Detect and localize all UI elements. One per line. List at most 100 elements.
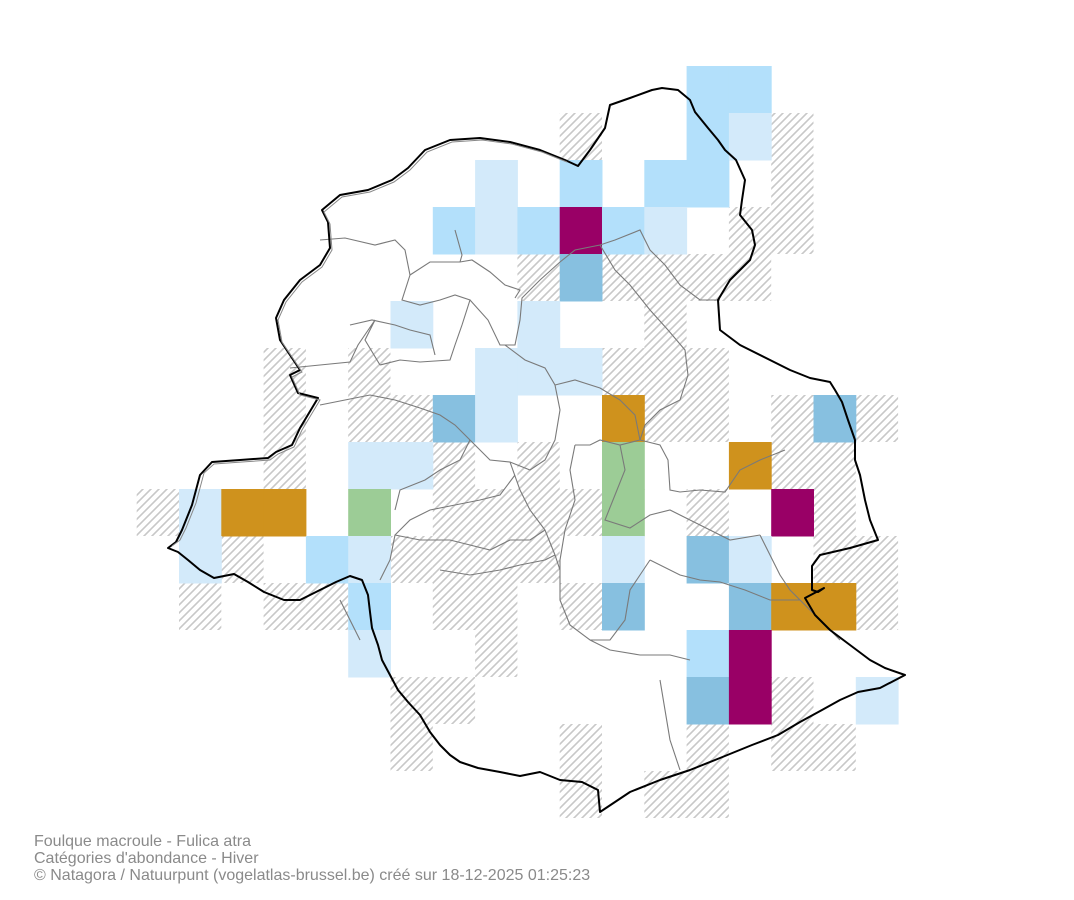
- hatched-cell: [771, 207, 814, 254]
- municipality-line: [379, 474, 516, 581]
- abundance-cell-pale-blue: [517, 301, 561, 349]
- hatched-cell: [813, 489, 856, 536]
- map-caption: Foulque macroule - Fulica atra Catégorie…: [34, 833, 590, 884]
- abundance-cell-pale-blue: [644, 207, 688, 255]
- hatched-cell: [559, 113, 602, 160]
- caption-copyright: © Natagora / Natuurpunt (vogelatlas-brus…: [34, 867, 591, 884]
- municipality-line: [649, 559, 800, 601]
- abundance-cell-light-blue: [728, 66, 772, 114]
- hatched-cell: [813, 442, 856, 489]
- abundance-cell-pale-blue: [390, 442, 434, 490]
- abundance-cell-pale-blue: [475, 348, 518, 396]
- municipality-line: [469, 344, 561, 471]
- abundance-cell-magenta: [728, 630, 772, 678]
- abundance-cell-mid-blue: [432, 395, 476, 443]
- abundance-cell-mid-blue: [728, 583, 772, 631]
- hatched-cell: [475, 536, 518, 583]
- hatched-cell: [855, 395, 899, 442]
- abundance-cell-pale-blue: [475, 395, 518, 443]
- hatched-cell: [644, 301, 687, 348]
- hatched-cell: [348, 348, 391, 395]
- hatched-cell: [305, 583, 349, 630]
- abundance-cell-light-blue: [686, 113, 730, 161]
- hatched-cell: [136, 489, 179, 536]
- abundance-cell-orange: [728, 442, 772, 490]
- abundance-cell-mid-blue: [559, 254, 603, 302]
- municipality-line: [394, 439, 471, 511]
- abundance-cell-pale-blue: [390, 301, 434, 349]
- hatched-cell: [644, 395, 687, 442]
- hatched-cell: [728, 207, 772, 254]
- abundance-cell-light-blue: [432, 207, 476, 255]
- abundance-cell-pale-blue: [348, 442, 391, 490]
- municipality-line: [554, 379, 641, 446]
- hatched-cell: [432, 536, 476, 583]
- abundance-cell-mid-blue: [813, 395, 857, 443]
- hatched-cell: [559, 771, 602, 818]
- abundance-cell-orange: [602, 395, 645, 443]
- abundance-cell-pale-blue: [559, 348, 603, 396]
- municipality-line: [319, 237, 471, 366]
- municipality-line: [589, 639, 691, 661]
- abundance-cell-green: [602, 489, 645, 537]
- abundance-cell-green: [602, 442, 645, 490]
- abundance-cell-mid-blue: [602, 583, 645, 631]
- hatched-cell: [855, 583, 899, 630]
- abundance-cell-orange: [771, 583, 814, 631]
- hatched-cell: [813, 536, 856, 583]
- hatched-cell: [348, 395, 391, 442]
- municipality-line: [659, 679, 681, 771]
- hatched-cell: [432, 442, 476, 489]
- hatched-cell: [771, 113, 814, 160]
- municipality-line: [319, 394, 471, 441]
- abundance-cell-light-blue: [559, 160, 603, 208]
- abundance-cell-magenta: [728, 677, 772, 725]
- hatched-cell: [855, 536, 899, 583]
- municipality-line: [469, 229, 720, 346]
- abundance-cell-pale-blue: [475, 207, 518, 255]
- municipality-line: [409, 259, 521, 299]
- abundance-cell-orange: [263, 489, 307, 537]
- municipality-line: [639, 439, 786, 493]
- hatched-cell: [686, 348, 729, 395]
- abundance-cell-pale-blue: [348, 536, 391, 584]
- abundance-cell-pale-blue: [179, 536, 222, 584]
- hatched-cell: [263, 442, 306, 489]
- abundance-cell-orange: [221, 489, 265, 537]
- hatched-cell: [771, 395, 814, 442]
- hatched-cell: [813, 724, 856, 771]
- hatched-cell: [475, 583, 518, 630]
- abundance-cell-light-blue: [517, 207, 561, 255]
- hatched-cell: [390, 395, 433, 442]
- abundance-cell-pale-blue: [475, 160, 518, 208]
- hatched-cell: [771, 724, 814, 771]
- municipality-line: [454, 229, 463, 263]
- hatched-cell: [390, 724, 433, 771]
- municipality-line: [439, 554, 556, 576]
- hatched-cell: [771, 677, 814, 724]
- abundance-cells-layer: [179, 66, 899, 725]
- hatched-cell: [644, 254, 687, 301]
- hatched-cell: [475, 489, 518, 536]
- region-boundary: [167, 87, 906, 813]
- hatched-cell: [179, 583, 222, 630]
- hatched-cell: [644, 348, 687, 395]
- municipality-line: [339, 599, 361, 641]
- abundance-cell-mid-blue: [686, 677, 730, 725]
- hatched-cell: [517, 442, 560, 489]
- hatched-cell: [517, 254, 560, 301]
- region-boundary-shadow: [171, 139, 568, 547]
- abundance-cell-pale-blue: [728, 536, 772, 584]
- hatched-cell: [390, 677, 433, 724]
- hatched-cell: [432, 489, 476, 536]
- abundance-cell-light-blue: [686, 630, 730, 678]
- hatched-cell: [559, 583, 602, 630]
- hatched-cell: [432, 583, 476, 630]
- hatched-cell: [686, 395, 729, 442]
- hatched-cell: [771, 160, 814, 207]
- municipality-line: [604, 444, 761, 541]
- hatched-cell: [263, 348, 306, 395]
- hatched-cell: [432, 677, 476, 724]
- hatched-cell: [263, 583, 306, 630]
